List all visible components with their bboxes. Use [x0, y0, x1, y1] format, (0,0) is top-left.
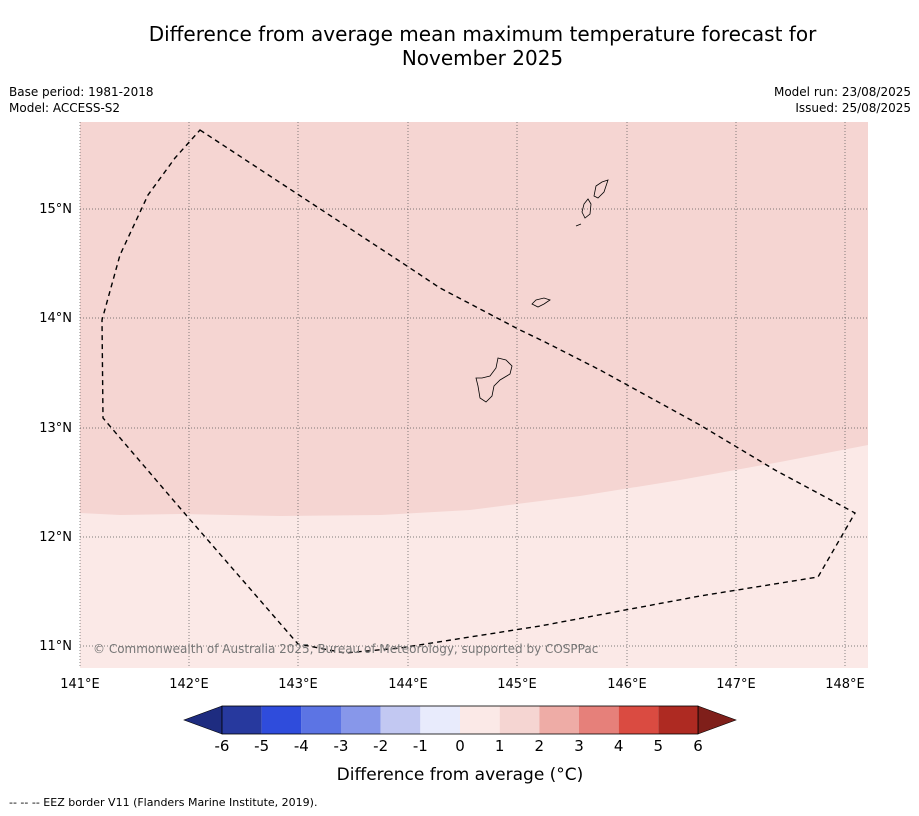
colorbar-swatch — [460, 706, 500, 734]
colorbar-tick-label: 3 — [574, 737, 584, 755]
model-name: Model: ACCESS-S2 — [9, 101, 121, 115]
colorbar-tick-label: -4 — [294, 737, 309, 755]
tinian-island — [581, 198, 592, 219]
model-run: Model run: 23/08/2025 — [773, 85, 911, 99]
colorbar-swatch — [499, 706, 540, 734]
saipan-island — [593, 179, 609, 199]
map-title: Difference from average mean maximum tem… — [60, 22, 905, 70]
guam-island — [475, 357, 513, 403]
colorbar-swatch — [222, 706, 262, 734]
footer-note: -- -- -- EEZ border V11 (Flanders Marine… — [9, 796, 318, 809]
colorbar-swatch — [380, 706, 421, 734]
lon-label: 148°E — [825, 677, 865, 692]
lon-label: 144°E — [388, 677, 428, 692]
lon-label: 146°E — [607, 677, 647, 692]
colorbar-tick-label: 6 — [693, 737, 703, 755]
colorbar-swatch — [618, 706, 659, 734]
colorbar-swatch — [539, 706, 579, 734]
colorbar-tick-label: -2 — [373, 737, 388, 755]
eez-border — [101, 129, 856, 654]
meta-left: Base period: 1981-2018 Model: ACCESS-S2 — [9, 84, 154, 116]
title-line-2: November 2025 — [401, 46, 564, 70]
lon-label: 141°E — [60, 677, 100, 692]
lat-label: 14°N — [39, 311, 72, 326]
lat-label: 12°N — [39, 530, 72, 545]
colorbar-title: Difference from average (°C) — [337, 765, 584, 785]
colorbar-tick-label: 2 — [535, 737, 545, 755]
colorbar-tick-label: 5 — [654, 737, 664, 755]
colorbar-border — [221, 705, 699, 735]
title-line-1: Difference from average mean maximum tem… — [148, 22, 817, 46]
colorbar-swatch — [420, 706, 460, 734]
colorbar-over-arrow — [697, 705, 737, 735]
lat-label: 13°N — [39, 421, 72, 436]
aguijan-island — [575, 223, 582, 227]
lon-label: 143°E — [278, 677, 318, 692]
colorbar-swatch — [261, 706, 302, 734]
colorbar-tick-label: 1 — [495, 737, 505, 755]
issued-date: Issued: 25/08/2025 — [795, 101, 911, 115]
gridlines — [79, 122, 868, 668]
colorbar-swatch — [301, 706, 341, 734]
colorbar-tick-label: -6 — [215, 737, 230, 755]
colorbar-tick-label: 4 — [614, 737, 624, 755]
colorbar-tick-label: -1 — [413, 737, 428, 755]
colorbar-tick-label: -3 — [334, 737, 349, 755]
lon-label: 145°E — [497, 677, 537, 692]
colorbar-tick-label: 0 — [455, 737, 465, 755]
lat-label: 15°N — [39, 202, 72, 217]
colorbar-under-arrow — [183, 705, 223, 735]
colorbar: -6 -5 -4 -3 -2 -1 0 1 2 3 4 5 6 — [183, 705, 737, 755]
colorbar-swatch — [658, 706, 698, 734]
lat-label: 11°N — [39, 639, 72, 654]
meta-right: Model run: 23/08/2025 Issued: 25/08/2025 — [774, 84, 911, 116]
colorbar-swatch — [579, 706, 619, 734]
lon-label: 147°E — [716, 677, 756, 692]
colorbar-tick-label: -5 — [254, 737, 269, 755]
forecast-region-warm — [80, 122, 868, 516]
colorbar-swatch — [341, 706, 381, 734]
base-period: Base period: 1981-2018 — [9, 85, 154, 99]
rota-island — [531, 297, 551, 308]
lon-label: 142°E — [169, 677, 209, 692]
copyright-text: © Commonwealth of Australia 2025, Bureau… — [93, 642, 598, 656]
